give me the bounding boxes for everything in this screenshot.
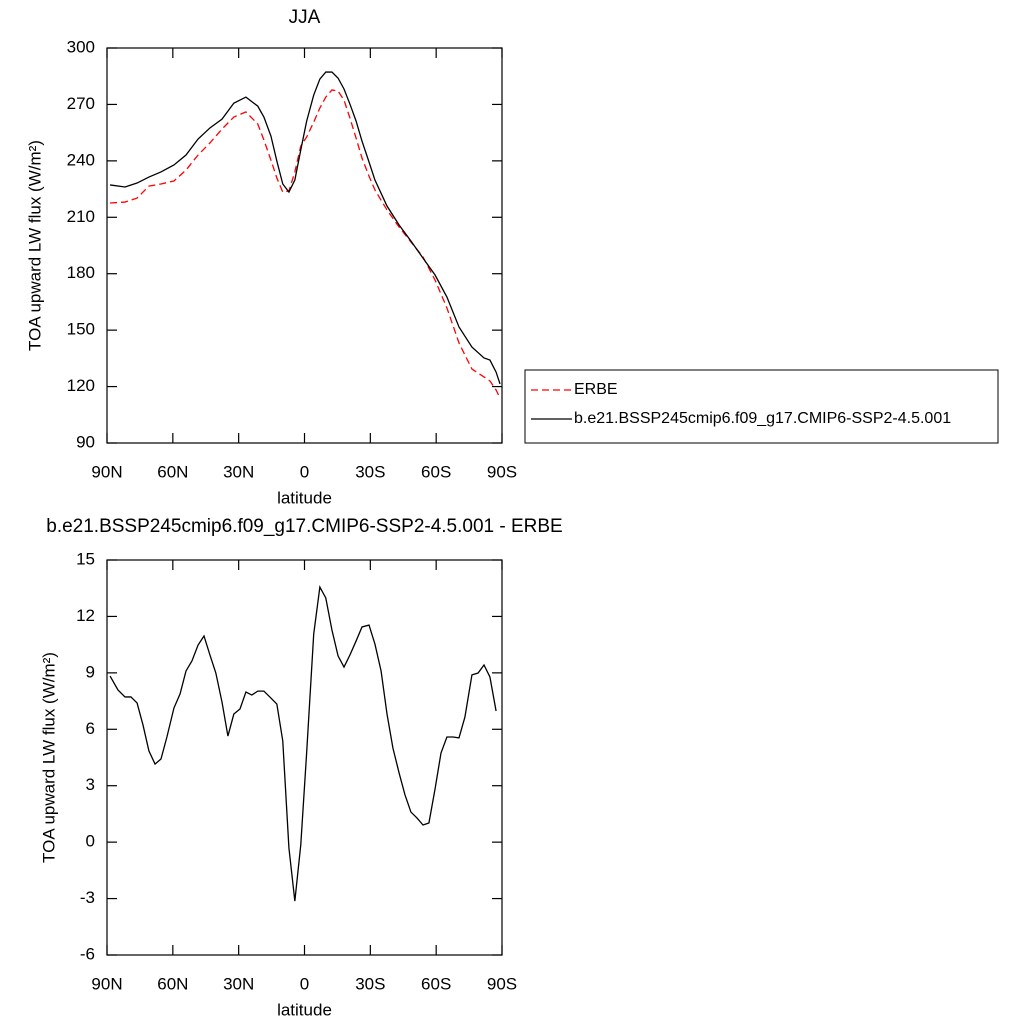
- y-tick-label: 120: [67, 376, 95, 395]
- y-tick-label: 300: [67, 37, 95, 56]
- x-tick-label: 30S: [355, 974, 385, 993]
- y-tick-label: 6: [86, 719, 95, 738]
- y-tick-label: 210: [67, 207, 95, 226]
- y-tick-label: 0: [86, 832, 95, 851]
- plot-frame: [106, 559, 503, 956]
- y-tick-label: 9: [86, 662, 95, 681]
- x-axis-label: latitude: [277, 488, 332, 507]
- legend-box: [524, 369, 999, 444]
- x-tick-label: 60N: [157, 462, 188, 481]
- y-tick-label: 180: [67, 263, 95, 282]
- x-tick-label: 60S: [421, 462, 451, 481]
- y-tick-label: 150: [67, 320, 95, 339]
- y-tick-label: -6: [80, 944, 95, 963]
- x-axis-label: latitude: [277, 1000, 332, 1019]
- x-tick-label: 90S: [487, 462, 517, 481]
- plot-frame: [106, 47, 503, 444]
- x-tick-label: 90N: [91, 974, 122, 993]
- y-tick-label: 270: [67, 94, 95, 113]
- data-line: [109, 71, 501, 385]
- x-tick-label: 30S: [355, 462, 385, 481]
- y-tick-label: 12: [76, 606, 95, 625]
- y-tick-label: 15: [76, 549, 95, 568]
- y-tick-label: 240: [67, 150, 95, 169]
- x-tick-label: 90S: [487, 974, 517, 993]
- data-line: [110, 89, 501, 399]
- y-tick-label: 90: [76, 432, 95, 451]
- y-tick-label: -3: [80, 888, 95, 907]
- chart-title: b.e21.BSSP245cmip6.f09_g17.CMIP6-SSP2-4.…: [46, 516, 562, 537]
- x-tick-label: 0: [300, 974, 309, 993]
- data-line: [109, 585, 497, 902]
- legend-label: ERBE: [574, 381, 618, 398]
- x-tick-label: 90N: [91, 462, 122, 481]
- y-axis-label: TOA upward LW flux (W/m²): [39, 652, 58, 863]
- x-tick-label: 30N: [223, 462, 254, 481]
- y-tick-label: 3: [86, 775, 95, 794]
- chart-title: JJA: [289, 7, 321, 28]
- legend-label: b.e21.BSSP245cmip6.f09_g17.CMIP6-SSP2-4.…: [574, 410, 951, 427]
- y-axis-label: TOA upward LW flux (W/m²): [25, 140, 44, 351]
- x-tick-label: 30N: [223, 974, 254, 993]
- x-tick-label: 0: [300, 462, 309, 481]
- x-tick-label: 60S: [421, 974, 451, 993]
- x-tick-label: 60N: [157, 974, 188, 993]
